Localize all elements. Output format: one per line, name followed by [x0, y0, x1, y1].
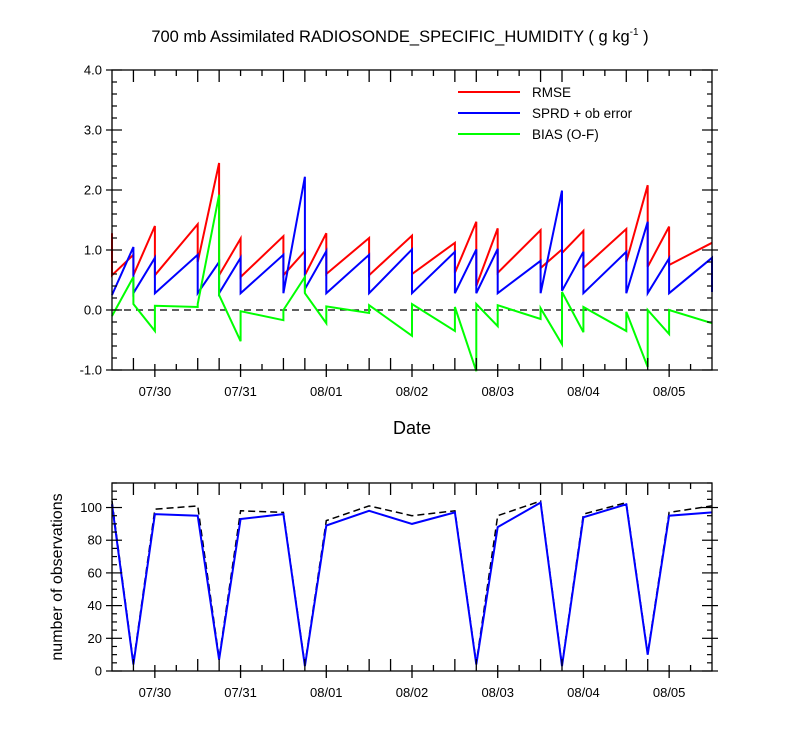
y-tick-label: 3.0 [84, 123, 102, 138]
series-line-0-2 [111, 194, 713, 372]
x-tick-label: 08/05 [653, 384, 686, 399]
x-tick-label: 08/01 [310, 384, 343, 399]
series-line-0-1 [111, 176, 713, 297]
y-tick-label: 40 [88, 598, 102, 613]
y-tick-label: 60 [88, 565, 102, 580]
y-tick-label: 4.0 [84, 63, 102, 78]
legend-label-2: BIAS (O-F) [532, 127, 599, 142]
y-tick-label: 2.0 [84, 183, 102, 198]
y-axis-title-observations: number of observations [49, 493, 66, 660]
x-tick-label: 08/03 [481, 384, 514, 399]
x-axis-title: Date [393, 418, 431, 438]
chart-title: 700 mb Assimilated RADIOSONDE_SPECIFIC_H… [151, 27, 648, 46]
x-tick-label: 08/04 [567, 384, 600, 399]
y-tick-label: 80 [88, 533, 102, 548]
x-tick-label: 08/03 [481, 685, 514, 700]
x-tick-label: 07/30 [139, 685, 172, 700]
series-line-1-0 [111, 499, 713, 665]
y-tick-label: 1.0 [84, 243, 102, 258]
bottom-plot-frame [111, 482, 713, 672]
x-tick-label: 08/04 [567, 685, 600, 700]
x-tick-label: 08/02 [396, 384, 429, 399]
legend-label-0: RMSE [532, 85, 571, 100]
bottom-chart-panel: 07/30 07/31 08/01 08/02 08/03 08/04 08/05 0 20 40… [49, 482, 718, 700]
x-tick-label: 07/31 [224, 685, 257, 700]
y-tick-label: 100 [80, 500, 102, 515]
y-tick-label: -1.0 [80, 363, 102, 378]
y-tick-label: 0 [95, 664, 102, 679]
legend-label-1: SPRD + ob error [532, 106, 633, 121]
x-tick-label: 07/30 [139, 384, 172, 399]
y-tick-label: 0.0 [84, 303, 102, 318]
top-chart-panel: 07/30 07/31 08/01 08/02 08/03 08/04 08/05 -1.0 0… [80, 63, 718, 438]
series-line-1-1 [111, 500, 713, 667]
series-line-0-0 [111, 162, 713, 287]
y-tick-label: 20 [88, 631, 102, 646]
x-tick-label: 07/31 [224, 384, 257, 399]
bottom-series-group [111, 499, 713, 667]
top-series-group [111, 162, 713, 372]
legend: RMSE SPRD + ob error BIAS (O-F) [458, 85, 633, 142]
x-tick-label: 08/05 [653, 685, 686, 700]
x-tick-label: 08/02 [396, 685, 429, 700]
x-tick-label: 08/01 [310, 685, 343, 700]
